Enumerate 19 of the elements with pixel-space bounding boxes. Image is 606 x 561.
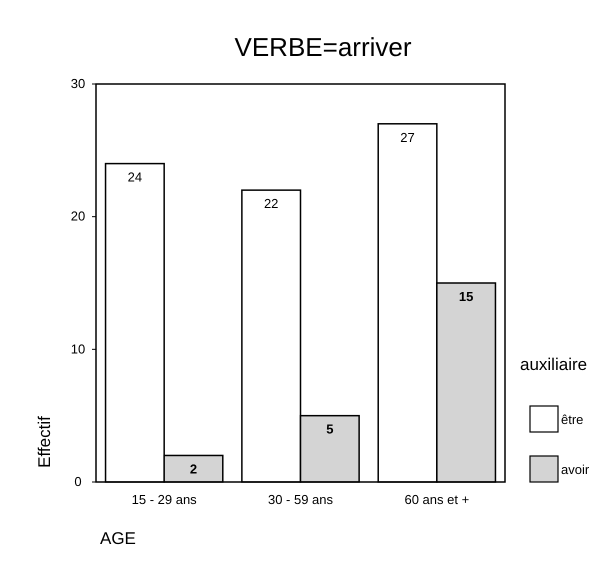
y-tick-label: 10 [70,341,86,356]
data-label: 5 [326,422,334,437]
y-axis-title: Effectif [35,416,54,468]
legend-label: être [561,412,584,427]
y-tick-label: 0 [74,474,82,489]
data-label: 22 [264,196,278,212]
legend-title: auxiliaire [520,355,588,374]
x-tick-label: 15 - 29 ans [132,492,198,507]
legend-label: avoir [561,462,590,477]
data-label: 24 [128,170,142,185]
y-tick-label: 20 [70,208,86,224]
data-label: 27 [400,130,415,145]
data-label: 2 [190,461,198,476]
x-axis-title: AGE [100,529,136,548]
chart-title: VERBE=arriver [234,32,412,62]
x-tick-label: 60 ans et + [404,492,470,507]
x-tick-label: 30 - 59 ans [268,492,334,507]
data-label: 15 [458,289,474,304]
y-tick-label: 30 [70,76,86,91]
